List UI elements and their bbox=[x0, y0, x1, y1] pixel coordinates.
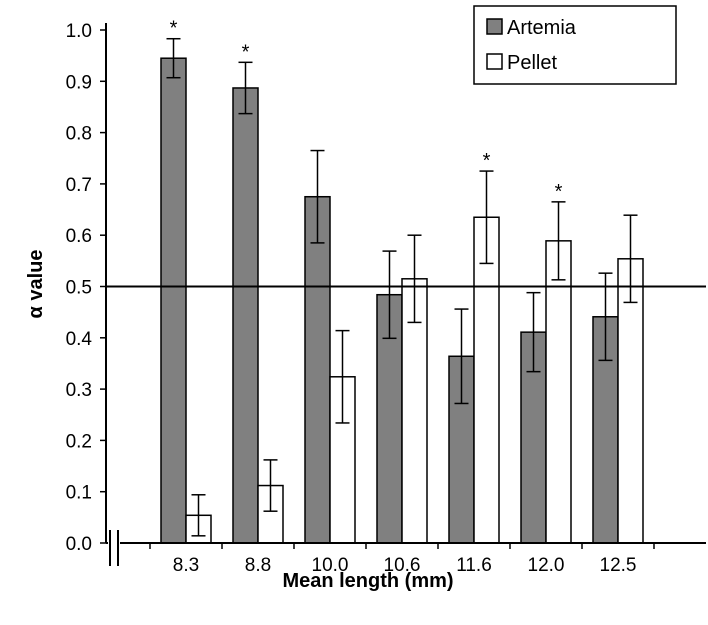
error-bar-pellet-10.0 bbox=[335, 329, 350, 424]
x-axis-ticks: 8.3 8.8 10.0 10.6 11.6 12.0 12.5 bbox=[149, 543, 655, 576]
error-bar-pellet-8.8 bbox=[263, 459, 278, 512]
error-bar-pellet-8.3 bbox=[191, 494, 206, 537]
error-bar-pellet-12.5 bbox=[623, 214, 638, 304]
bar-pellet-12.5 bbox=[617, 258, 644, 544]
error-bar-artemia-8.3 bbox=[166, 37, 181, 79]
error-bar-artemia-8.8 bbox=[238, 61, 253, 115]
error-bar-artemia-12.0 bbox=[526, 291, 541, 373]
y-tick-label: 1.0 bbox=[66, 21, 92, 42]
y-tick-label: 0.8 bbox=[66, 124, 92, 145]
bar-artemia-10.0 bbox=[304, 195, 331, 544]
x-tick-label: 10.0 bbox=[312, 555, 349, 576]
error-bars-group bbox=[166, 37, 638, 537]
bar-artemia-8.3 bbox=[160, 57, 187, 544]
error-bar-artemia-12.5 bbox=[598, 272, 613, 362]
significance-star-pellet-12.0: * bbox=[555, 181, 563, 203]
error-bar-pellet-12.0 bbox=[551, 201, 566, 281]
axis-break-icon bbox=[108, 530, 120, 566]
y-tick-label: 0.3 bbox=[66, 380, 92, 401]
legend-swatch-artemia bbox=[486, 18, 503, 35]
y-tick-label: 0.2 bbox=[66, 431, 92, 452]
bar-pellet-12.0 bbox=[545, 240, 572, 544]
y-axis-ticks: 0.0 0.1 0.2 0.3 0.4 0.5 0.6 0.7 0.8 0.9 1.0 bbox=[66, 21, 106, 555]
legend-label-artemia: Artemia bbox=[507, 17, 577, 39]
bars-group bbox=[160, 57, 644, 544]
error-bar-pellet-11.6 bbox=[479, 170, 494, 265]
x-tick-label: 10.6 bbox=[384, 555, 421, 576]
bar-pellet-11.6 bbox=[473, 216, 500, 544]
legend-label-pellet: Pellet bbox=[507, 52, 557, 74]
bar-artemia-8.8 bbox=[232, 87, 259, 544]
error-bar-pellet-10.6 bbox=[407, 234, 422, 324]
legend-swatch-pellet bbox=[486, 53, 503, 70]
legend: Artemia Pellet bbox=[473, 5, 677, 85]
legend-box bbox=[473, 5, 677, 85]
y-axis-title: α value bbox=[25, 250, 47, 319]
significance-markers: * * * * bbox=[170, 18, 563, 203]
significance-star-pellet-11.6: * bbox=[483, 150, 491, 172]
x-tick-label: 8.8 bbox=[245, 555, 271, 576]
error-bar-artemia-10.0 bbox=[310, 149, 325, 244]
significance-star-artemia-8.8: * bbox=[242, 41, 250, 63]
x-axis-title: Mean length (mm) bbox=[282, 570, 453, 592]
error-bar-artemia-10.6 bbox=[382, 250, 397, 340]
y-tick-label: 0.4 bbox=[66, 329, 93, 350]
significance-star-artemia-8.3: * bbox=[170, 18, 178, 40]
y-tick-label: 0.6 bbox=[66, 226, 92, 247]
y-tick-label: 0.1 bbox=[66, 483, 92, 504]
y-tick-label: 0.5 bbox=[66, 278, 92, 299]
y-tick-label: 0.9 bbox=[66, 72, 92, 93]
x-tick-label: 12.5 bbox=[600, 555, 637, 576]
y-tick-label: 0.0 bbox=[66, 534, 92, 555]
x-tick-label: 11.6 bbox=[456, 555, 492, 576]
x-tick-label: 12.0 bbox=[528, 555, 565, 576]
error-bar-artemia-11.6 bbox=[454, 308, 469, 405]
y-tick-label: 0.7 bbox=[66, 175, 92, 196]
x-tick-label: 8.3 bbox=[173, 555, 199, 576]
